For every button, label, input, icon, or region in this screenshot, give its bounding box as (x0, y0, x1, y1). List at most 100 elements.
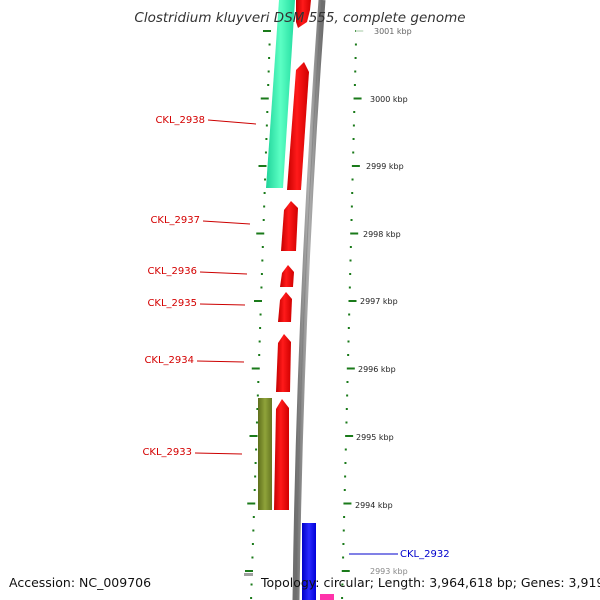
track-tick-major (351, 165, 360, 167)
track-dot (350, 219, 353, 221)
track-dot (343, 516, 346, 518)
gene-label[interactable]: CKL_2938 (155, 115, 205, 126)
track-dot (267, 84, 270, 86)
track-dot (346, 381, 349, 383)
track-tick-major (247, 502, 256, 505)
track-dot (352, 124, 355, 127)
track-tick-major (258, 165, 267, 167)
gene-label[interactable]: CKL_2935 (147, 298, 197, 309)
track-dot (265, 124, 268, 127)
olive-feature[interactable] (258, 398, 272, 510)
gene-arrow-ckl-2935[interactable] (278, 292, 292, 322)
track-dot (353, 84, 356, 86)
ruler-tick-label: 2994 kbp (355, 501, 393, 510)
track-dot (341, 597, 344, 599)
track-dot (254, 475, 257, 478)
ruler-labels: 3001 kbp 3000 kbp 2999 kbp 2998 kbp 2997… (355, 27, 416, 576)
track-dot (348, 313, 351, 316)
dotted-track (245, 30, 364, 599)
track-dot (264, 178, 267, 181)
track-dot (354, 43, 357, 46)
track-dot (345, 421, 348, 424)
track-dot (260, 273, 263, 275)
track-dot (347, 354, 350, 356)
track-dot (261, 259, 264, 262)
track-dot (251, 556, 254, 559)
ruler-tick-label: 2999 kbp (366, 162, 404, 171)
track-dot (352, 151, 355, 154)
track-dot (252, 516, 255, 518)
track-tick-major (353, 97, 362, 100)
gene-label[interactable]: CKL_2934 (144, 355, 194, 366)
gene-arrow-ckl-2938b[interactable] (287, 62, 309, 190)
track-tick-major (254, 300, 262, 302)
track-tick-major (343, 502, 352, 505)
track-dot (250, 583, 253, 586)
track-tick-major (350, 232, 359, 235)
track-dot (345, 408, 348, 410)
track-tick-major (345, 435, 354, 437)
track-dot (267, 70, 270, 73)
gene-arrow-ckl-2933[interactable] (274, 399, 289, 510)
rna-feature[interactable] (266, 0, 295, 188)
track-dot (261, 246, 264, 248)
ruler-tick-label: 3001 kbp (374, 27, 412, 36)
ruler-tick-label: 2993 kbp (370, 567, 408, 576)
track-dot (343, 489, 346, 491)
track-dot (353, 111, 356, 113)
ruler-tick-label: 3000 kbp (370, 95, 408, 104)
gene-labels: CKL_2938 CKL_2937 CKL_2936 CKL_2935 CKL_… (142, 115, 449, 560)
track-dot (253, 489, 256, 491)
track-dot (347, 340, 350, 343)
track-tick-major (348, 300, 357, 302)
track-tick-major (263, 30, 271, 32)
track-dot (346, 394, 349, 397)
track-tick-major (260, 97, 269, 100)
track-dot (251, 543, 254, 545)
magenta-feature (320, 594, 334, 600)
track-tick-major (256, 232, 265, 235)
track-dot (252, 529, 255, 532)
track-dot (257, 381, 260, 383)
track-dot (259, 313, 262, 316)
track-tick-major (341, 570, 350, 572)
gene-label-leaders (194, 119, 398, 555)
track-dot (344, 462, 347, 464)
track-dot (347, 327, 350, 329)
track-dot (256, 394, 259, 397)
track-dot (349, 259, 352, 262)
track-dot (254, 462, 257, 464)
track-dot (263, 192, 266, 194)
track-dot (259, 327, 262, 329)
gene-ckl-2932[interactable] (302, 523, 316, 600)
track-dot (258, 340, 261, 343)
gene-arrow-ckl-2937[interactable] (281, 201, 298, 251)
track-dot (264, 151, 267, 154)
track-dot (250, 597, 253, 599)
gene-label[interactable]: CKL_2933 (142, 447, 192, 458)
track-dot (344, 448, 347, 451)
track-dot (255, 448, 258, 451)
track-dot (342, 543, 345, 545)
track-dot (341, 583, 344, 586)
track-dot (262, 219, 265, 221)
feature-track (244, 0, 334, 600)
track-dot (256, 408, 259, 410)
gene-arrow-ckl-2936[interactable] (280, 265, 294, 287)
gene-label[interactable]: CKL_2932 (400, 549, 450, 560)
track-dot (268, 43, 271, 46)
track-dot (348, 286, 351, 289)
track-dot (349, 273, 352, 275)
gene-label[interactable]: CKL_2937 (150, 215, 200, 226)
track-dot (352, 138, 355, 140)
gene-label[interactable]: CKL_2936 (147, 266, 197, 277)
gene-arrow-ckl-2938[interactable] (296, 0, 311, 28)
gene-arrow-ckl-2934[interactable] (276, 334, 291, 392)
track-dot (265, 138, 268, 140)
track-dot (350, 205, 353, 208)
track-dot (344, 475, 347, 478)
track-dot (354, 57, 357, 59)
track-tick-major (251, 367, 260, 370)
track-tick-major (249, 435, 258, 437)
